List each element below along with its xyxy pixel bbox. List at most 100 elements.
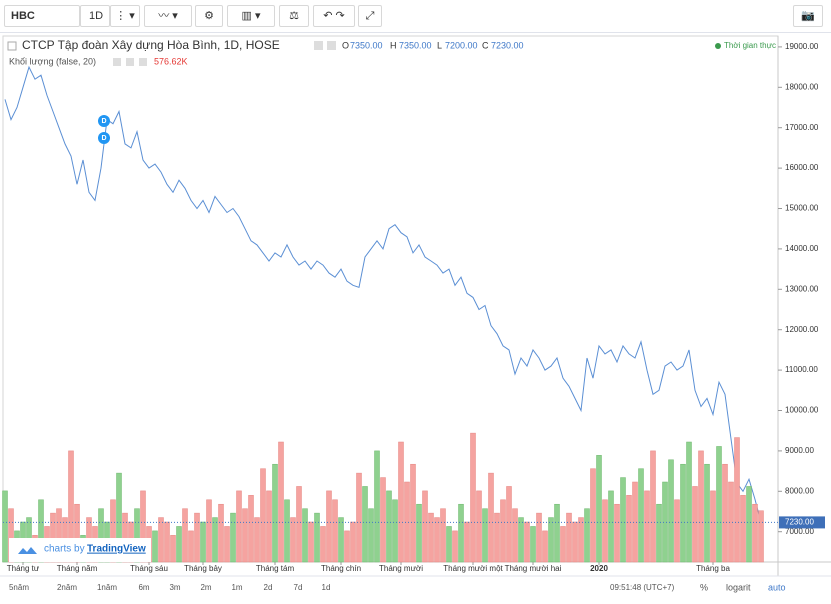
volume-bar [278, 441, 284, 563]
settings-icon[interactable] [327, 41, 336, 50]
percent-toggle[interactable]: % [700, 582, 708, 592]
volume-bar [740, 495, 746, 563]
chart-title: CTCP Tập đoàn Xây dựng Hòa Bình, 1D, HOS… [22, 38, 280, 52]
y-tick-label: 10000.00 [785, 406, 819, 415]
x-tick-label: Tháng tư [7, 564, 40, 573]
volume-bar [416, 503, 422, 563]
auto-toggle[interactable]: auto [768, 582, 786, 592]
volume-bar [338, 517, 344, 563]
volume-bar [272, 463, 278, 563]
x-tick-label: Tháng mười [379, 564, 423, 573]
volume-bar [398, 441, 404, 563]
volume-bar [482, 508, 488, 563]
volume-bar [362, 486, 368, 563]
indicators-button[interactable]: ▥ ▾ [227, 5, 275, 27]
last-price-label: 7230.00 [785, 518, 814, 527]
volume-bar [674, 499, 680, 563]
volume-bar [368, 508, 374, 563]
volume-bar [188, 530, 194, 563]
volume-bar [512, 508, 518, 563]
volume-bar [644, 490, 650, 563]
volume-bar [614, 503, 620, 563]
volume-bar [206, 499, 212, 563]
interval-button[interactable]: 1D [80, 5, 110, 27]
volume-bar [344, 530, 350, 563]
menu-button[interactable]: ⋮ ▾ [110, 5, 140, 27]
compare-button[interactable]: ⚖ [279, 5, 309, 27]
range-button[interactable]: 1năm [97, 583, 117, 592]
range-button[interactable]: 7d [294, 583, 303, 592]
range-button[interactable]: 1d [322, 583, 331, 592]
volume-bar [242, 508, 248, 563]
y-tick-label: 12000.00 [785, 325, 819, 334]
volume-bar [302, 508, 308, 563]
range-button[interactable]: 1m [231, 583, 242, 592]
volume-bar [650, 450, 656, 563]
volume-bar [542, 530, 548, 563]
snapshot-button[interactable]: 📷 [793, 5, 823, 27]
y-tick-label: 14000.00 [785, 244, 819, 253]
ohlc-label: O [342, 40, 349, 50]
volume-bar [638, 468, 644, 563]
volume-bar [494, 512, 500, 563]
volume-bar [224, 526, 230, 563]
range-button[interactable]: 5năm [9, 583, 29, 592]
ohlc-label: L [437, 40, 442, 50]
volume-bar [632, 481, 638, 563]
range-button[interactable]: 2m [200, 583, 211, 592]
event-marker [98, 115, 110, 127]
eye-icon[interactable] [314, 41, 323, 50]
symbol-input[interactable]: HBC [4, 5, 80, 27]
settings-area [790, 579, 828, 599]
range-button[interactable]: 2năm [57, 583, 77, 592]
volume-bar [686, 441, 692, 563]
undo-redo[interactable]: ↶ ↷ [313, 5, 355, 27]
range-button[interactable]: 6m [138, 583, 149, 592]
volume-bar [470, 432, 476, 563]
range-button[interactable]: 2d [264, 583, 273, 592]
volume-bar [578, 517, 584, 563]
price-line [4, 65, 762, 523]
volume-bar [554, 503, 560, 563]
x-tick-label: Tháng năm [57, 564, 98, 573]
volume-bar [704, 463, 710, 563]
volume-bar [212, 517, 218, 563]
volume-bar [380, 477, 386, 563]
eye-icon[interactable] [113, 58, 121, 66]
volume-bar [530, 526, 536, 563]
collapse-icon[interactable] [7, 41, 17, 51]
volume-bar [608, 490, 614, 563]
volume-bar [356, 472, 362, 563]
y-tick-label: 15000.00 [785, 204, 819, 213]
settings-button[interactable]: ⚙ [195, 5, 223, 27]
chart-style-button[interactable]: 〰 ▾ [144, 5, 192, 27]
volume-bar [176, 526, 182, 563]
volume-bar [590, 468, 596, 563]
volume-bar [308, 521, 314, 563]
x-tick-label: 2020 [590, 564, 608, 573]
volume-bar [2, 490, 8, 563]
volume-bar [488, 472, 494, 563]
watermark[interactable]: charts by TradingView [9, 538, 151, 562]
y-tick-label: 11000.00 [785, 365, 818, 374]
volume-bar [440, 508, 446, 563]
x-tick-label: Tháng bảy [184, 564, 222, 573]
last-price-box [779, 516, 825, 529]
fullscreen-button[interactable]: ⤢ [358, 5, 382, 27]
y-tick-label: 19000.00 [785, 42, 819, 51]
watermark-brand[interactable]: TradingView [87, 544, 146, 555]
volume-bar [254, 517, 260, 563]
log-toggle[interactable]: logarit [726, 582, 751, 592]
volume-bar [386, 490, 392, 563]
x-tick-label: Tháng sáu [130, 564, 168, 573]
volume-bar [434, 517, 440, 563]
volume-bar [548, 517, 554, 563]
settings-icon[interactable] [126, 58, 134, 66]
volume-bar [584, 508, 590, 563]
range-button[interactable]: 3m [169, 583, 180, 592]
volume-bar [560, 526, 566, 563]
close-icon[interactable] [139, 58, 147, 66]
volume-bar [722, 463, 728, 563]
toolbar: HBC 1D ⋮ ▾ 〰 ▾ ⚙ ▥ ▾ ⚖ ↶ ↷ ⤢ 📷 [0, 0, 831, 33]
